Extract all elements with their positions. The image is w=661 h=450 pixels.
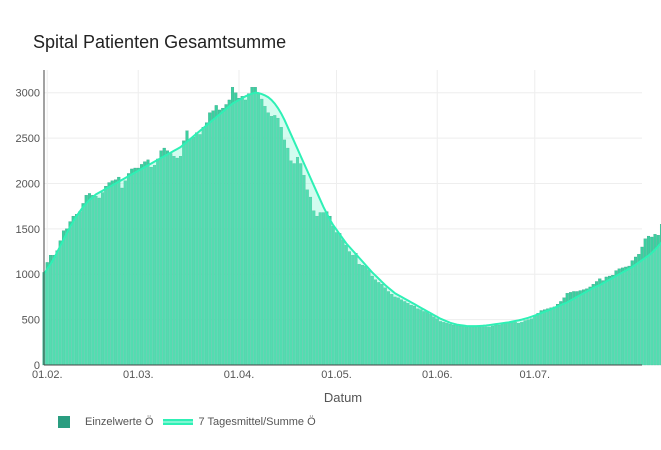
bar <box>656 235 660 366</box>
legend-label-bars: Einzelwerte Ö <box>85 416 154 428</box>
area-line <box>43 91 661 328</box>
x-tick-label: 01.03. <box>123 369 154 381</box>
y-tick-label: 2500 <box>16 133 40 145</box>
legend-item-bars[interactable]: Einzelwerte Ö <box>58 416 153 428</box>
legend[interactable]: Einzelwerte Ö 7 Tagesmittel/Summe Ö <box>58 416 326 428</box>
y-tick-label: 500 <box>22 315 40 327</box>
area-fill <box>44 92 661 365</box>
x-axis-title: Datum <box>324 390 362 405</box>
legend-area-swatch <box>163 419 194 425</box>
x-tick-label: 01.02. <box>32 369 63 381</box>
axes: 0 500 1000 1500 2000 2500 3000 01.02. 01.03. 01.0… <box>16 70 642 381</box>
bar <box>646 235 651 366</box>
legend-item-area[interactable]: 7 Tagesmittel/Summe Ö <box>163 416 316 428</box>
area-series <box>43 91 661 365</box>
x-tick-label: 01.06. <box>422 369 453 381</box>
y-tick-label: 0 <box>34 360 40 372</box>
legend-label-area: 7 Tagesmittel/Summe Ö <box>198 416 316 428</box>
bar <box>650 236 654 366</box>
x-tick-label: 01.05. <box>321 369 352 381</box>
bar-series <box>42 87 661 366</box>
y-tick-label: 1000 <box>16 269 40 281</box>
x-tick-label: 01.04. <box>224 369 255 381</box>
bar <box>653 234 657 366</box>
y-tick-label: 1500 <box>16 224 40 236</box>
y-tick-label: 3000 <box>16 88 40 100</box>
x-tick-label: 01.07. <box>519 369 550 381</box>
chart-title: Spital Patienten Gesamtsumme <box>33 32 287 52</box>
legend-bar-swatch <box>58 416 70 428</box>
bar <box>643 238 647 366</box>
y-tick-label: 2000 <box>16 178 40 190</box>
